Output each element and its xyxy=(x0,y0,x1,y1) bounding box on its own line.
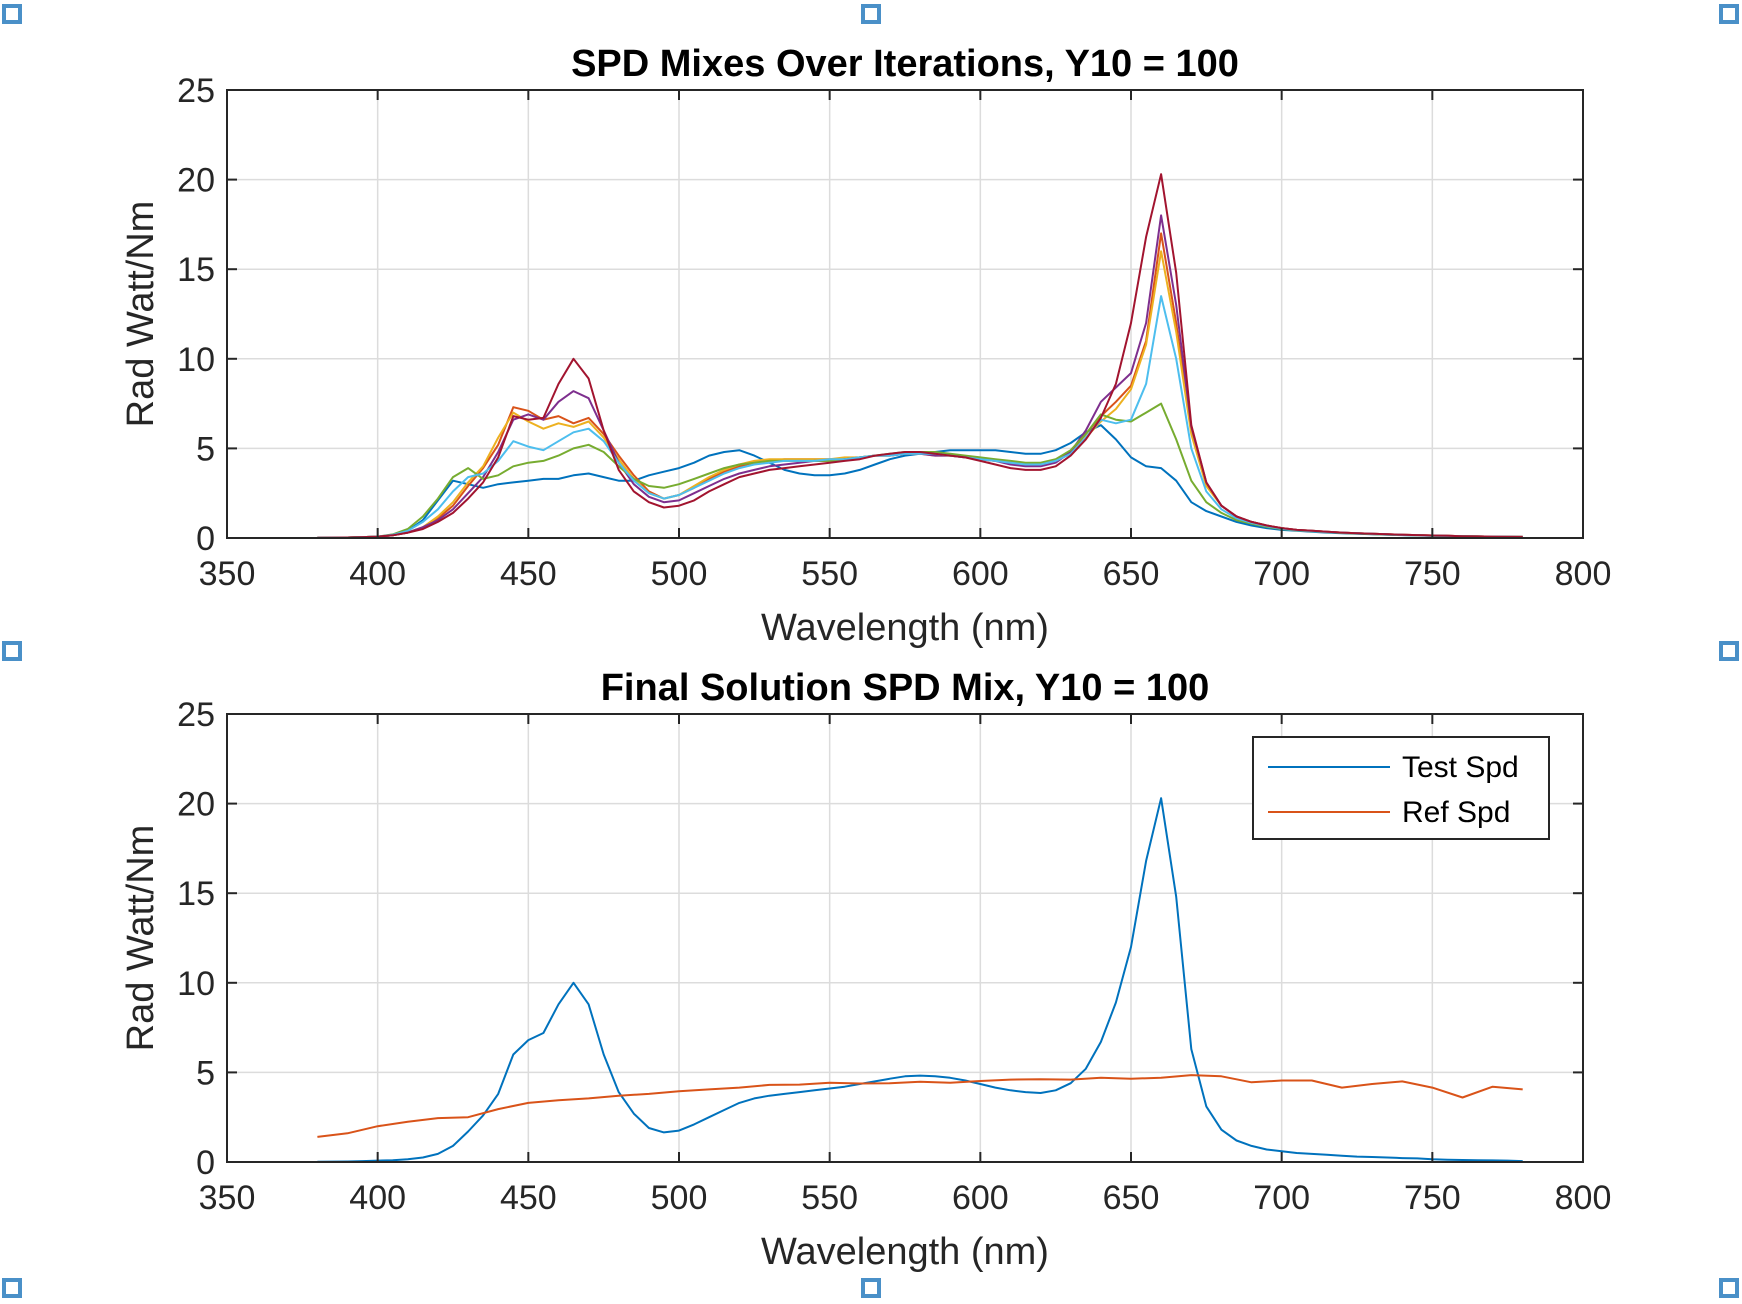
subplot-title: Final Solution SPD Mix, Y10 = 100 xyxy=(601,667,1210,709)
selection-handle-top-center[interactable] xyxy=(861,4,881,24)
x-tick-label: 800 xyxy=(1555,555,1612,593)
subplot-title: SPD Mixes Over Iterations, Y10 = 100 xyxy=(571,43,1239,85)
grid-lines xyxy=(226,89,1584,539)
y-tick-label: 0 xyxy=(196,1144,215,1182)
x-tick-label: 500 xyxy=(651,555,708,593)
x-tick-label: 700 xyxy=(1253,555,1310,593)
y-tick-label: 25 xyxy=(177,72,215,110)
x-tick-label: 550 xyxy=(801,555,858,593)
y-tick-label: 15 xyxy=(177,875,215,913)
selection-handle-middle-left[interactable] xyxy=(2,641,22,661)
series-line-7 xyxy=(317,173,1523,539)
series-line-2 xyxy=(317,232,1523,539)
selection-handle-bottom-left[interactable] xyxy=(2,1278,22,1298)
legend[interactable]: Test Spd Ref Spd xyxy=(1252,736,1550,840)
y-tick-label: 10 xyxy=(177,965,215,1003)
series-line-ref-spd xyxy=(317,1074,1523,1138)
x-tick-label: 500 xyxy=(651,1179,708,1217)
selection-handle-top-right[interactable] xyxy=(1719,4,1739,24)
x-tick-label: 800 xyxy=(1555,1179,1612,1217)
x-tick-label: 650 xyxy=(1103,555,1160,593)
figure-selection-handles xyxy=(2,4,1739,1298)
y-tick-label: 0 xyxy=(196,520,215,558)
series-line-4 xyxy=(317,214,1523,539)
x-tick-label: 600 xyxy=(952,555,1009,593)
x-tick-label: 750 xyxy=(1404,1179,1461,1217)
x-axis-label: Wavelength (nm) xyxy=(761,1231,1049,1273)
series-line-6 xyxy=(317,295,1523,539)
y-axis-label: Rad Watt/Nm xyxy=(120,825,162,1052)
legend-label-test-spd: Test Spd xyxy=(1402,751,1519,784)
x-tick-label: 750 xyxy=(1404,555,1461,593)
x-tick-label: 400 xyxy=(349,555,406,593)
selection-handle-bottom-right[interactable] xyxy=(1719,1278,1739,1298)
x-tick-label: 450 xyxy=(500,1179,557,1217)
legend-label-ref-spd: Ref Spd xyxy=(1402,796,1510,829)
series-line-1 xyxy=(317,424,1523,539)
x-tick-label: 700 xyxy=(1253,1179,1310,1217)
series-line-3 xyxy=(317,250,1523,539)
y-tick-label: 20 xyxy=(177,786,215,824)
x-axis-label: Wavelength (nm) xyxy=(761,607,1049,649)
y-axis-label: Rad Watt/Nm xyxy=(120,201,162,428)
y-tick-label: 20 xyxy=(177,162,215,200)
x-tick-label: 550 xyxy=(801,1179,858,1217)
y-tick-label: 25 xyxy=(177,696,215,734)
spd-mixes-subplot: 350 400 450 500 550 600 650 700 750 800 0 5 10 15 20 25… xyxy=(120,43,1611,649)
series-lines xyxy=(317,173,1523,539)
x-tick-label: 600 xyxy=(952,1179,1009,1217)
x-tick-label: 350 xyxy=(199,555,256,593)
x-tick-label: 350 xyxy=(199,1179,256,1217)
y-tick-label: 5 xyxy=(196,430,215,468)
series-lines xyxy=(317,797,1523,1163)
selection-handle-middle-right[interactable] xyxy=(1719,641,1739,661)
selection-handle-top-left[interactable] xyxy=(2,4,22,24)
y-tick-label: 10 xyxy=(177,341,215,379)
tick-labels: 350 400 450 500 550 600 650 700 750 800 0 5 10 15 20 25 xyxy=(177,72,1611,593)
y-tick-label: 5 xyxy=(196,1054,215,1092)
final-solution-subplot: 350 400 450 500 550 600 650 700 750 800 0 5 10 15 20 25… xyxy=(120,667,1611,1273)
x-tick-label: 450 xyxy=(500,555,557,593)
selection-handle-bottom-center[interactable] xyxy=(861,1278,881,1298)
y-tick-label: 15 xyxy=(177,251,215,289)
series-line-test-spd xyxy=(317,797,1523,1163)
legend-box xyxy=(1252,736,1550,840)
axes-box xyxy=(226,713,1584,1163)
series-line-5 xyxy=(317,402,1523,539)
axes-box xyxy=(226,89,1584,539)
tick-labels: 350 400 450 500 550 600 650 700 750 800 0 5 10 15 20 25 xyxy=(177,696,1611,1217)
x-tick-label: 400 xyxy=(349,1179,406,1217)
x-tick-label: 650 xyxy=(1103,1179,1160,1217)
